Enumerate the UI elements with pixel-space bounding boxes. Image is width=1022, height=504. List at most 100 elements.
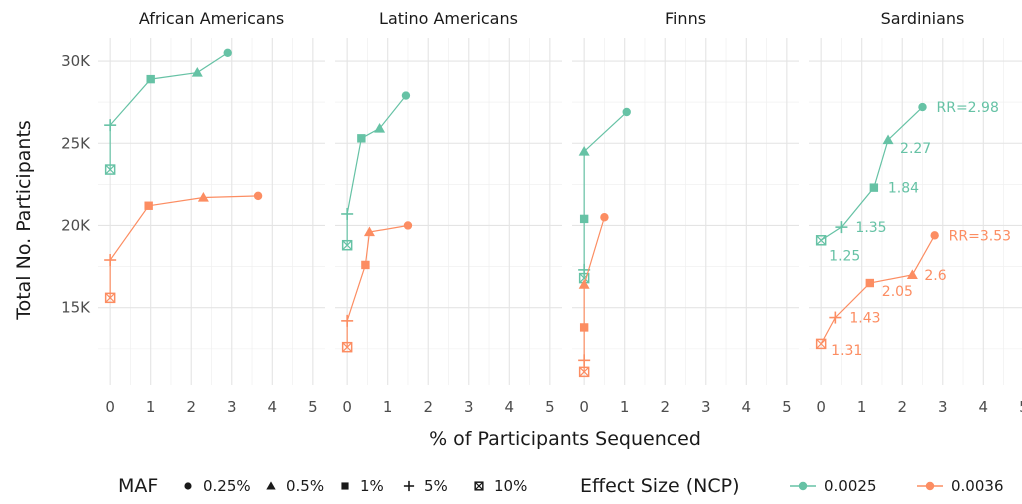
data-point xyxy=(578,145,590,156)
square-mark xyxy=(579,323,589,332)
series-line xyxy=(346,95,407,246)
y-tick-label: 30K xyxy=(61,52,91,70)
x-tick-label: 5 xyxy=(782,398,792,416)
data-point xyxy=(579,214,589,224)
data-point xyxy=(403,221,413,230)
data-point xyxy=(104,119,117,132)
circle-mark xyxy=(223,48,232,58)
boxed-x-box xyxy=(578,366,590,378)
y-axis-title: Total No. Participants xyxy=(13,120,35,321)
data-point xyxy=(815,235,827,246)
x-tick-label: 1 xyxy=(146,398,156,416)
boxed-x-line xyxy=(816,235,827,246)
boxed-x-line xyxy=(579,366,590,377)
data-point xyxy=(578,279,590,289)
square-mark xyxy=(341,482,349,490)
data-point xyxy=(374,122,386,133)
data-point xyxy=(104,292,116,304)
series-0.0025 xyxy=(815,102,927,246)
data-point xyxy=(579,323,589,332)
series-0.0036 xyxy=(104,191,263,304)
plus-icon xyxy=(403,480,415,492)
square-icon xyxy=(341,482,349,490)
point-label: 1.84 xyxy=(888,181,919,197)
data-point xyxy=(578,354,591,367)
facet-panel: Finns 0 1 2 3 4 5 xyxy=(572,9,799,416)
series-0.0025 xyxy=(578,107,631,284)
legend-label: 1% xyxy=(360,477,384,495)
circle-mark xyxy=(403,221,413,230)
legend-label: 5% xyxy=(424,477,448,495)
boxed-x-line xyxy=(816,338,827,349)
x-tick-label: 3 xyxy=(938,398,948,416)
series-line xyxy=(109,52,229,170)
circle-icon xyxy=(184,482,192,490)
facet-title: Sardinians xyxy=(881,9,965,28)
y-tick-label: 20K xyxy=(61,216,91,234)
legend-effect-title: Effect Size (NCP) xyxy=(580,475,740,497)
boxed-x-box xyxy=(341,341,353,353)
triangle-mark xyxy=(578,145,590,156)
square-mark xyxy=(146,74,155,84)
boxed-x-line xyxy=(105,164,116,175)
data-point xyxy=(341,239,353,251)
boxed-x-box xyxy=(104,292,116,304)
circle-mark xyxy=(622,107,631,117)
x-tick-label: 2 xyxy=(186,398,196,416)
facet-panel: Sardinians 0 1 2 3 4 5 RR=2.98 2.27 1.84 1.35 1.25 R… xyxy=(809,9,1022,416)
data-point xyxy=(865,278,875,288)
circle-mark xyxy=(253,191,263,201)
x-tick-label: 0 xyxy=(816,398,826,416)
circle-mark xyxy=(184,482,192,490)
point-label: 2.05 xyxy=(882,284,913,300)
x-tick-label: 3 xyxy=(227,398,237,416)
data-point xyxy=(253,191,263,201)
data-point xyxy=(835,221,848,234)
triangle-mark xyxy=(197,192,209,202)
triangle-mark xyxy=(906,269,918,279)
legend-key-dot xyxy=(925,481,935,491)
data-point xyxy=(357,134,366,143)
data-point xyxy=(918,102,927,112)
point-label: 2.6 xyxy=(924,268,946,284)
circle-mark xyxy=(918,102,927,112)
boxed-x-box xyxy=(815,338,827,350)
boxed-x-box xyxy=(815,235,827,246)
x-tick-label: 5 xyxy=(545,398,555,416)
point-label: RR=3.53 xyxy=(949,228,1011,244)
series-0.0036 xyxy=(815,231,939,350)
data-point xyxy=(869,183,879,192)
data-point xyxy=(930,231,939,240)
legend-label: 0.5% xyxy=(286,477,324,495)
facet-title: Latino Americans xyxy=(379,9,518,28)
series-line xyxy=(583,111,628,279)
legend-maf-title: MAF xyxy=(118,475,158,497)
square-mark xyxy=(361,260,370,270)
data-point xyxy=(341,207,354,220)
x-tick-label: 4 xyxy=(505,398,515,416)
legend-item-circle: 0.25% xyxy=(184,477,251,495)
circle-mark xyxy=(600,213,609,222)
facet-panel: Latino Americans 0 1 2 3 4 5 xyxy=(335,9,562,416)
y-tick-label: 15K xyxy=(61,299,91,317)
data-point xyxy=(815,338,827,350)
boxed-x-box xyxy=(474,481,484,491)
square-mark xyxy=(865,278,875,288)
data-point xyxy=(104,164,116,175)
legend-label: 0.0036 xyxy=(951,477,1004,495)
data-point xyxy=(829,311,842,324)
data-point xyxy=(146,74,155,84)
boxed-x-line xyxy=(342,240,353,251)
triangle-mark xyxy=(266,481,276,490)
x-tick-label: 1 xyxy=(383,398,393,416)
legend-label: 0.0025 xyxy=(824,477,877,495)
legend-item-plus: 5% xyxy=(403,477,448,495)
x-tick-label: 0 xyxy=(342,398,352,416)
square-mark xyxy=(144,201,153,210)
square-mark xyxy=(579,214,589,224)
x-axis-title: % of Participants Sequenced xyxy=(429,428,701,450)
point-label: RR=2.98 xyxy=(937,100,999,116)
x-tick-label: 0 xyxy=(105,398,115,416)
legend-key-dot xyxy=(798,481,808,491)
